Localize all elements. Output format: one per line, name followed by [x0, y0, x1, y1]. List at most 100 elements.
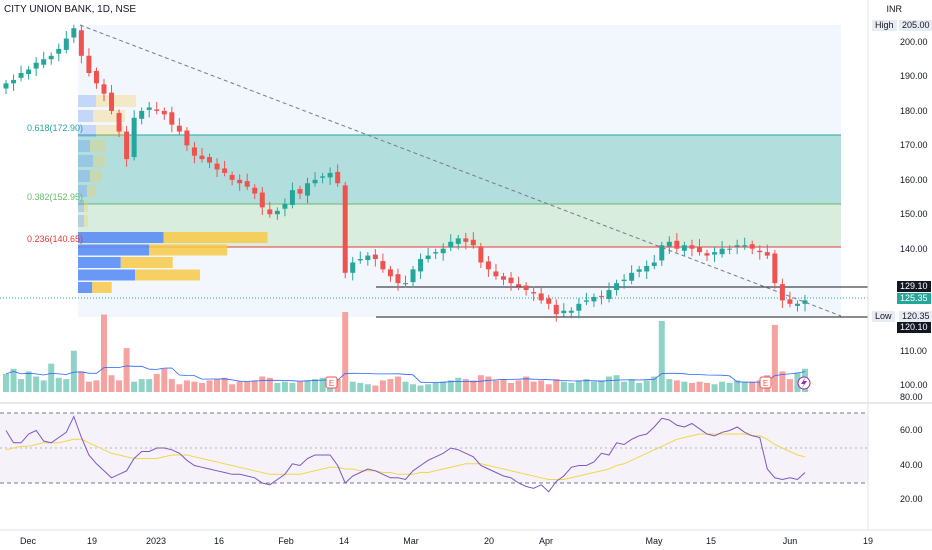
rsi-tick-60: 60.00	[900, 425, 923, 435]
volume-profile-row	[78, 282, 93, 293]
volume-bar	[244, 381, 251, 392]
low-tag-value: 120.35	[899, 311, 932, 322]
last-price-tag: 125.35	[897, 293, 931, 304]
y-tick-110: 110.00	[900, 346, 927, 356]
earnings-marker-may[interactable]: E	[759, 376, 772, 389]
candle	[433, 252, 439, 254]
candle	[478, 246, 484, 263]
candle	[598, 295, 604, 297]
candle	[327, 172, 333, 178]
volume-bar	[161, 368, 168, 392]
rsi-tick-40: 40.00	[900, 460, 923, 470]
candle	[674, 240, 680, 249]
volume-bar	[266, 377, 273, 392]
y-tick-100: 100.00	[900, 380, 928, 390]
candle	[146, 107, 152, 110]
y-tick-160: 160.00	[900, 175, 928, 185]
volume-bar	[259, 376, 266, 392]
candle	[372, 254, 378, 260]
volume-bar	[613, 375, 620, 392]
candle	[418, 259, 424, 272]
candle	[614, 283, 620, 291]
volume-bar	[221, 377, 228, 392]
candle	[191, 147, 197, 156]
volume-profile-row	[84, 200, 88, 212]
x-tick-may: May	[645, 536, 663, 546]
volume-bar	[553, 379, 560, 392]
candle	[712, 252, 718, 255]
volume-bar	[55, 377, 62, 392]
chart-title: CITY UNION BANK, 1D, NSE	[4, 4, 137, 15]
volume-bar	[78, 371, 85, 392]
y-tick-170: 170.00	[900, 140, 928, 150]
candle	[305, 183, 311, 196]
trendline[interactable]	[79, 24, 842, 317]
candle	[161, 110, 167, 115]
volume-profile-row	[78, 215, 84, 227]
volume-bar	[477, 375, 484, 392]
candle	[18, 73, 24, 78]
volume-bar	[10, 368, 17, 392]
volume-profile-row	[78, 95, 96, 107]
volume-bar	[628, 379, 635, 392]
candle	[802, 300, 808, 304]
candle	[757, 250, 763, 253]
volume-bar	[688, 382, 695, 392]
volume-bar	[342, 312, 349, 392]
svg-text:E: E	[763, 379, 768, 388]
x-tick-16: 16	[213, 536, 225, 546]
candle	[523, 285, 529, 291]
candle	[229, 174, 235, 180]
volume-bar	[18, 379, 25, 392]
volume-bar	[116, 380, 123, 392]
y-tick-190: 190.00	[900, 71, 928, 81]
candle	[267, 209, 273, 215]
volume-bar	[530, 381, 537, 392]
volume-ma-line	[5, 365, 806, 383]
volume-bar	[93, 380, 100, 392]
volume-bar	[704, 382, 711, 392]
candle	[116, 112, 122, 132]
volume-profile-row	[163, 232, 268, 243]
volume-bar	[560, 381, 567, 392]
volume-bar	[711, 384, 718, 392]
x-tick-20: 20	[483, 536, 495, 546]
volume-profile-row	[93, 155, 105, 167]
resistance-tag[interactable]: 129.10	[897, 281, 931, 292]
earnings-marker-feb[interactable]: E	[325, 376, 338, 389]
candle	[26, 69, 32, 75]
candle	[516, 284, 522, 287]
candle	[651, 262, 657, 266]
candle	[410, 269, 416, 283]
candle	[169, 112, 175, 125]
candle	[463, 238, 469, 242]
volume-bar	[492, 380, 499, 392]
volume-bar	[606, 376, 613, 392]
candle	[666, 241, 672, 247]
x-tick-mar: Mar	[403, 536, 419, 546]
candle	[689, 245, 695, 249]
volume-bar	[538, 380, 545, 392]
volume-bar	[794, 372, 801, 392]
volume-bar	[40, 380, 47, 392]
fib-zone-teal	[78, 135, 841, 204]
candle	[794, 303, 800, 306]
volume-bar	[153, 373, 160, 392]
volume-bar	[455, 377, 462, 392]
candle	[350, 262, 356, 273]
volume-bar	[673, 380, 680, 392]
lightning-icon[interactable]	[797, 376, 811, 390]
volume-bar	[229, 384, 236, 392]
volume-bar	[786, 379, 793, 392]
volume-bar	[168, 379, 175, 392]
volume-bar	[681, 381, 688, 392]
support-tag[interactable]: 120.10	[897, 322, 931, 333]
volume-bar	[523, 376, 530, 392]
candle	[591, 296, 597, 302]
volume-profile-row	[92, 282, 112, 293]
volume-bar	[70, 350, 77, 392]
volume-bar	[515, 380, 522, 392]
candle	[764, 252, 770, 256]
volume-bar	[432, 382, 439, 392]
